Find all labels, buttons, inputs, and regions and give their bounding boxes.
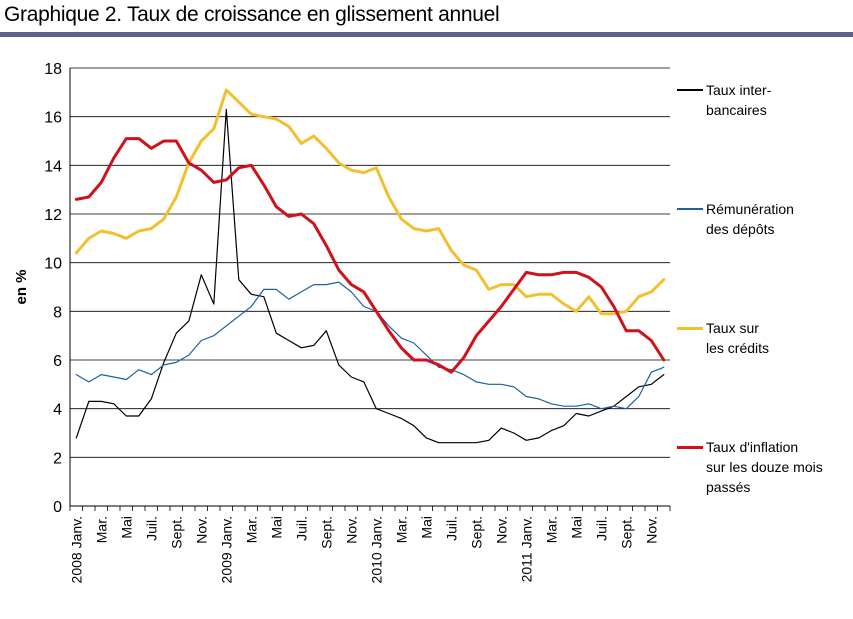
x-tick-label: Juil. [293,516,309,541]
y-tick-label: 6 [53,353,62,370]
y-tick-label: 10 [44,256,62,273]
x-tick-label: Sept. [618,516,634,549]
x-tick-label: Juil. [443,516,459,541]
y-tick-label: 14 [44,158,62,175]
x-tick-label: Nov. [493,516,509,544]
legend-swatch [677,445,703,449]
legend-swatch [677,208,703,210]
x-tick-label: Mai [418,516,434,539]
x-tick-label: Sept. [168,516,184,549]
x-tick-label: 2010 Janv. [368,516,384,583]
chart-title: Graphique 2. Taux de croissance en gliss… [4,3,500,26]
x-tick-label: Nov. [343,516,359,544]
y-tick-label: 8 [53,304,62,321]
x-tick-label: 2011 Janv. [518,516,534,582]
x-tick-label: Juil. [593,516,609,541]
y-tick-label: 2 [53,450,62,467]
x-tick-label: 2009 Janv. [218,516,234,583]
y-tick-label: 18 [44,61,62,78]
x-tick-label: Mai [118,516,134,539]
x-tick-label: 2008 Janv. [68,516,84,583]
x-tick-label: Mar. [543,516,559,543]
x-tick-label: Mai [268,516,284,539]
y-tick-label: 12 [44,207,62,224]
legend-label: Taux sur les crédits [706,320,770,356]
legend-swatch [677,326,703,330]
x-tick-label: Juil. [143,516,159,541]
legend-label: Rémunération des dépôts [706,201,794,237]
x-tick-label: Mar. [393,516,409,543]
y-tick-label: 0 [53,499,62,516]
y-tick-label: 4 [53,402,62,419]
x-tick-label: Sept. [318,516,334,549]
x-tick-label: Mar. [93,516,109,543]
x-tick-label: Mai [568,516,584,539]
x-tick-label: Sept. [468,516,484,549]
legend-swatch [677,89,703,91]
title-rule [0,32,853,37]
series-line-0 [75,108,665,444]
x-tick-label: Nov. [643,516,659,544]
series-line-3 [74,137,666,374]
x-tick-label: Nov. [193,516,209,544]
x-tick-label: Mar. [243,516,259,543]
series-line-1 [75,281,665,410]
y-axis-label: en % [13,269,30,304]
y-tick-label: 16 [44,110,62,127]
series-line-2 [74,88,666,316]
legend-label: Taux inter- bancaires [706,82,772,118]
legend-label: Taux d'inflation sur les douze mois pass… [706,439,823,495]
